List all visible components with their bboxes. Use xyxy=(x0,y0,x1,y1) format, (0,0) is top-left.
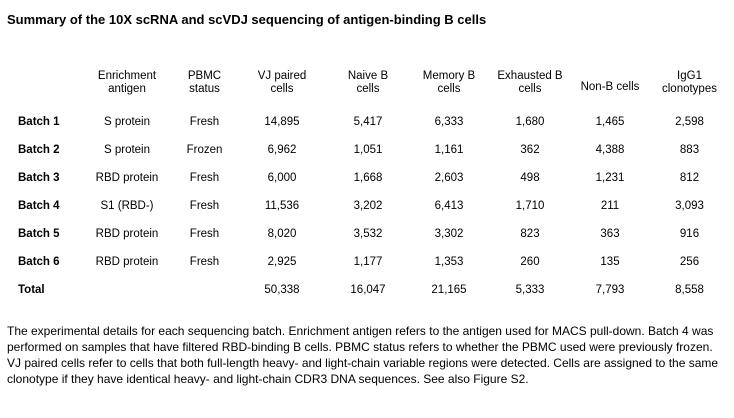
cell-igg1-clonotypes: 812 xyxy=(679,172,700,184)
cell-memory-b: 3,302 xyxy=(434,228,464,240)
row-label: Batch 5 xyxy=(18,228,60,240)
cell-enrichment-antigen: S protein xyxy=(103,144,151,156)
row-label: Batch 3 xyxy=(18,172,60,184)
cell-vj-paired: 8,020 xyxy=(267,228,297,240)
cell-exhausted-b: 1,680 xyxy=(515,116,545,128)
cell-exhausted-b: 362 xyxy=(520,144,540,156)
cell-naive-b: 1,177 xyxy=(353,256,383,268)
row-label: Batch 1 xyxy=(18,116,60,128)
header-naive-b-cells: Naive B cells xyxy=(347,70,389,95)
total-row: Total 50,338 16,047 21,165 5,333 7,793 8,558 xyxy=(6,276,730,304)
table-row: Batch 1 S protein Fresh 14,895 5,417 6,333 1,6… xyxy=(6,108,730,136)
cell-pbmc-status: Fresh xyxy=(189,116,220,128)
header-batch xyxy=(6,66,82,108)
cell-pbmc-status: Fresh xyxy=(189,228,220,240)
table-title: Summary of the 10X scRNA and scVDJ seque… xyxy=(7,12,487,27)
cell-igg1-clonotypes: 3,093 xyxy=(675,200,704,212)
header-memory-b-cells: Memory B cells xyxy=(422,70,476,95)
cell-memory-b: 1,353 xyxy=(434,256,464,268)
cell-naive-b: 1,051 xyxy=(353,144,383,156)
cell-non-b: 4,388 xyxy=(595,144,625,156)
cell-pbmc-status: Fresh xyxy=(189,200,220,212)
cell-exhausted-b: 1,710 xyxy=(515,200,545,212)
cell-pbmc-status: Fresh xyxy=(189,256,220,268)
cell-memory-b: 2,603 xyxy=(434,172,464,184)
cell-enrichment-antigen: RBD protein xyxy=(95,256,159,268)
header-row: Enrichment antigen PBMC status VJ paired… xyxy=(6,66,730,108)
cell-memory-b: 1,161 xyxy=(434,144,464,156)
cell-igg1-clonotypes: 2,598 xyxy=(675,116,704,128)
cell-enrichment-antigen: S1 (RBD-) xyxy=(100,200,154,212)
cell-naive-b: 16,047 xyxy=(350,284,386,296)
header-enrichment-antigen: Enrichment antigen xyxy=(97,70,157,95)
header-vj-paired-cells: VJ paired cells xyxy=(257,70,307,95)
cell-igg1-clonotypes: 8,558 xyxy=(675,284,704,296)
cell-igg1-clonotypes: 883 xyxy=(679,144,700,156)
cell-memory-b: 6,333 xyxy=(434,116,464,128)
cell-naive-b: 5,417 xyxy=(353,116,383,128)
cell-non-b: 135 xyxy=(600,256,620,268)
cell-memory-b: 21,165 xyxy=(431,284,467,296)
cell-non-b: 1,231 xyxy=(595,172,625,184)
row-label: Batch 6 xyxy=(18,256,60,268)
cell-enrichment-antigen: RBD protein xyxy=(95,172,159,184)
summary-table: Enrichment antigen PBMC status VJ paired… xyxy=(6,66,730,304)
table-row: Batch 4 S1 (RBD-) Fresh 11,536 3,202 6,413 1,7… xyxy=(6,192,730,220)
cell-enrichment-antigen xyxy=(82,276,172,304)
row-label: Total xyxy=(18,284,45,296)
cell-exhausted-b: 5,333 xyxy=(515,284,545,296)
cell-exhausted-b: 260 xyxy=(520,256,540,268)
header-exhausted-b-cells: Exhausted B cells xyxy=(497,70,563,95)
cell-non-b: 1,465 xyxy=(595,116,625,128)
table-caption: The experimental details for each sequen… xyxy=(7,324,719,386)
cell-vj-paired: 50,338 xyxy=(264,284,300,296)
cell-enrichment-antigen: S protein xyxy=(103,116,151,128)
cell-memory-b: 6,413 xyxy=(434,200,464,212)
cell-pbmc-status: Fresh xyxy=(189,172,220,184)
cell-vj-paired: 2,925 xyxy=(267,256,297,268)
row-label: Batch 2 xyxy=(18,144,60,156)
table-row: Batch 5 RBD protein Fresh 8,020 3,532 3,302 82… xyxy=(6,220,730,248)
cell-naive-b: 3,532 xyxy=(353,228,383,240)
cell-vj-paired: 14,895 xyxy=(264,116,300,128)
table-row: Batch 3 RBD protein Fresh 6,000 1,668 2,603 49… xyxy=(6,164,730,192)
cell-non-b: 363 xyxy=(600,228,620,240)
cell-igg1-clonotypes: 916 xyxy=(679,228,700,240)
cell-exhausted-b: 823 xyxy=(520,228,540,240)
cell-igg1-clonotypes: 256 xyxy=(679,256,700,268)
cell-enrichment-antigen: RBD protein xyxy=(95,228,159,240)
cell-naive-b: 3,202 xyxy=(353,200,383,212)
header-pbmc-status: PBMC status xyxy=(187,70,222,95)
cell-vj-paired: 6,962 xyxy=(267,144,297,156)
row-label: Batch 4 xyxy=(18,200,60,212)
cell-non-b: 7,793 xyxy=(595,284,625,296)
cell-vj-paired: 6,000 xyxy=(267,172,297,184)
cell-non-b: 211 xyxy=(600,200,620,212)
cell-pbmc-status xyxy=(172,276,237,304)
table-row: Batch 6 RBD protein Fresh 2,925 1,177 1,353 26… xyxy=(6,248,730,276)
cell-pbmc-status: Frozen xyxy=(186,144,223,156)
table-body: Batch 1 S protein Fresh 14,895 5,417 6,333 1,6… xyxy=(6,108,730,304)
cell-naive-b: 1,668 xyxy=(353,172,383,184)
table-row: Batch 2 S protein Frozen 6,962 1,051 1,161 362… xyxy=(6,136,730,164)
header-igg1-clonotypes: IgG1 clonotypes xyxy=(662,70,717,95)
header-non-b-cells: Non-B cells xyxy=(580,80,640,93)
cell-exhausted-b: 498 xyxy=(520,172,540,184)
cell-vj-paired: 11,536 xyxy=(264,200,300,212)
